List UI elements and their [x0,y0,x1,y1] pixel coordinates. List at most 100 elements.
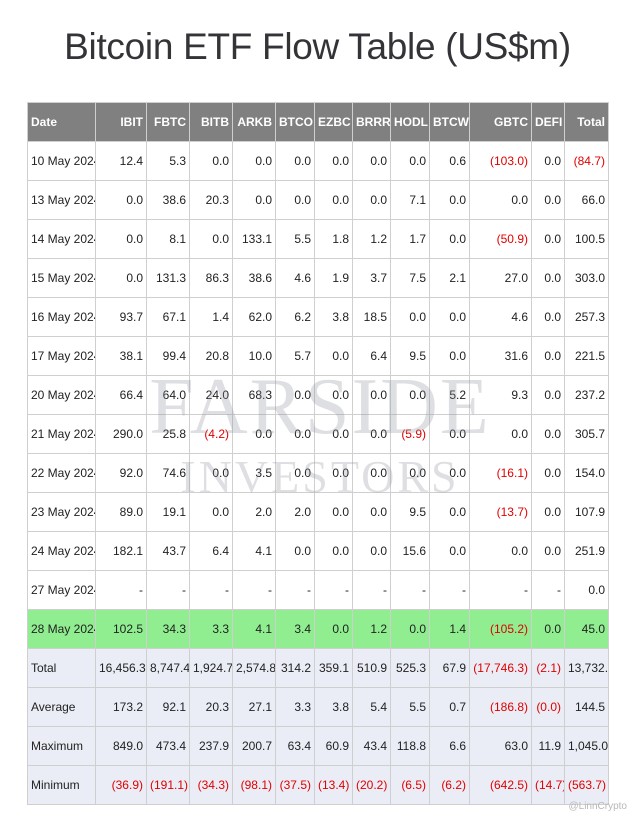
value-cell-arkb: 133.1 [232,219,276,259]
value-cell-bitb: 20.3 [189,180,233,220]
value-cell-bitb: 20.3 [189,687,233,727]
value-cell-ezbc: 60.9 [314,726,353,766]
summary-row: Minimum (36.9) (191.1) (34.3) (98.1) (37.5) (1… [27,765,609,805]
value-cell-fbtc: 34.3 [146,609,190,649]
value-cell-hodl: (6.5) [390,765,430,805]
value-cell-gbtc: 0.0 [469,531,532,571]
value-cell-gbtc: 0.0 [469,414,532,454]
value-cell-fbtc: 19.1 [146,492,190,532]
value-cell-ezbc: 0.0 [314,609,353,649]
value-cell-gbtc: - [469,570,532,610]
column-header-brrr: BRRR [352,102,391,142]
value-cell-fbtc: 38.6 [146,180,190,220]
value-cell-brrr: 18.5 [352,297,391,337]
value-cell-gbtc: 27.0 [469,258,532,298]
value-cell-brrr: 43.4 [352,726,391,766]
value-cell-ibit: 290.0 [95,414,147,454]
value-cell-gbtc: (16.1) [469,453,532,493]
value-cell-ibit: 93.7 [95,297,147,337]
value-cell-ezbc: 0.0 [314,531,353,571]
value-cell-brrr: 1.2 [352,609,391,649]
value-cell-btcw: (6.2) [429,765,470,805]
value-cell-fbtc: 99.4 [146,336,190,376]
value-cell-hodl: 7.1 [390,180,430,220]
value-cell-gbtc: 63.0 [469,726,532,766]
value-cell-defi: 0.0 [531,141,565,181]
value-cell-defi: 0.0 [531,297,565,337]
value-cell-hodl: - [390,570,430,610]
value-cell-gbtc: 31.6 [469,336,532,376]
value-cell-total: 45.0 [564,609,609,649]
source-credit: @LinnCrypto [568,801,627,812]
value-cell-btco: 0.0 [275,141,315,181]
value-cell-fbtc: 473.4 [146,726,190,766]
column-header-ezbc: EZBC [314,102,353,142]
value-cell-fbtc: 92.1 [146,687,190,727]
column-header-btco: BTCO [275,102,315,142]
table-row: 28 May 2024 102.5 34.3 3.3 4.1 3.4 0.0 1.2 0.0 1.… [27,609,609,649]
page-title: Bitcoin ETF Flow Table (US$m) [64,26,571,67]
value-cell-btcw: 0.0 [429,414,470,454]
value-cell-ezbc: (13.4) [314,765,353,805]
value-cell-fbtc: - [146,570,190,610]
value-cell-total: 257.3 [564,297,609,337]
value-cell-bitb: 3.3 [189,609,233,649]
value-cell-defi: 0.0 [531,531,565,571]
value-cell-gbtc: (17,746.3) [469,648,532,688]
row-label-cell: Maximum [27,726,96,766]
column-header-btcw: BTCW [429,102,470,142]
value-cell-btco: (37.5) [275,765,315,805]
table-row: 15 May 2024 0.0 131.3 86.3 38.6 4.6 1.9 3.7 7.5 2… [27,258,609,298]
value-cell-bitb: 237.9 [189,726,233,766]
value-cell-btcw: 0.7 [429,687,470,727]
value-cell-total: 237.2 [564,375,609,415]
value-cell-bitb: 0.0 [189,219,233,259]
value-cell-arkb: 0.0 [232,141,276,181]
value-cell-ibit: 92.0 [95,453,147,493]
value-cell-btco: 0.0 [275,531,315,571]
value-cell-total: 0.0 [564,570,609,610]
value-cell-total: 303.0 [564,258,609,298]
value-cell-arkb: 4.1 [232,531,276,571]
table-row: 22 May 2024 92.0 74.6 0.0 3.5 0.0 0.0 0.0 0.0 0.0… [27,453,609,493]
value-cell-defi: - [531,570,565,610]
value-cell-brrr: 510.9 [352,648,391,688]
row-label-cell: 20 May 2024 [27,375,96,415]
value-cell-ezbc: 0.0 [314,375,353,415]
value-cell-hodl: 118.8 [390,726,430,766]
value-cell-ibit: (36.9) [95,765,147,805]
value-cell-defi: 0.0 [531,219,565,259]
value-cell-btcw: 0.0 [429,492,470,532]
value-cell-btco: 4.6 [275,258,315,298]
value-cell-fbtc: 131.3 [146,258,190,298]
value-cell-arkb: 62.0 [232,297,276,337]
table-row: 14 May 2024 0.0 8.1 0.0 133.1 5.5 1.8 1.2 1.7 0.0… [27,219,609,259]
row-label-cell: 24 May 2024 [27,531,96,571]
value-cell-defi: 0.0 [531,336,565,376]
value-cell-fbtc: 8,747.4 [146,648,190,688]
table-row: 13 May 2024 0.0 38.6 20.3 0.0 0.0 0.0 0.0 7.1 0.0… [27,180,609,220]
value-cell-btcw: 0.0 [429,297,470,337]
summary-row: Maximum 849.0 473.4 237.9 200.7 63.4 60.9 43.4 1… [27,726,609,766]
value-cell-ibit: 12.4 [95,141,147,181]
value-cell-ibit: 173.2 [95,687,147,727]
table-row: 10 May 2024 12.4 5.3 0.0 0.0 0.0 0.0 0.0 0.0 0.6(… [27,141,609,181]
value-cell-defi: 0.0 [531,375,565,415]
value-cell-bitb: (4.2) [189,414,233,454]
value-cell-btco: 2.0 [275,492,315,532]
value-cell-ibit: 89.0 [95,492,147,532]
value-cell-hodl: 9.5 [390,492,430,532]
value-cell-ezbc: 0.0 [314,336,353,376]
value-cell-brrr: 3.7 [352,258,391,298]
value-cell-hodl: 9.5 [390,336,430,376]
value-cell-defi: 0.0 [531,414,565,454]
value-cell-ezbc: 0.0 [314,180,353,220]
value-cell-arkb: 68.3 [232,375,276,415]
table-row: 23 May 2024 89.0 19.1 0.0 2.0 2.0 0.0 0.0 9.5 0.0… [27,492,609,532]
value-cell-fbtc: 64.0 [146,375,190,415]
row-label-cell: Average [27,687,96,727]
value-cell-brrr: (20.2) [352,765,391,805]
value-cell-ibit: - [95,570,147,610]
value-cell-total: 66.0 [564,180,609,220]
value-cell-fbtc: 67.1 [146,297,190,337]
